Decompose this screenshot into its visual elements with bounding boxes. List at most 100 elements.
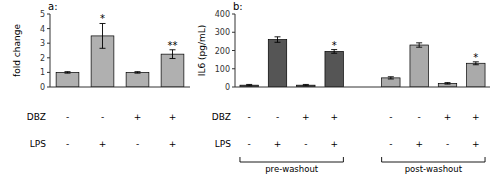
error-stem — [102, 23, 103, 48]
bar — [467, 63, 485, 87]
row-label: - — [389, 112, 392, 122]
error-cap — [303, 85, 309, 86]
error-bar — [170, 50, 176, 59]
row-label: - — [101, 112, 104, 122]
row-label: + — [472, 139, 480, 149]
error-bar — [275, 37, 281, 42]
figure: a:012345fold change***DBZ--++LPS-+-+b:01… — [0, 0, 500, 181]
row-label: + — [169, 112, 177, 122]
y-tick-label: 100 — [215, 65, 230, 74]
error-stem — [277, 37, 278, 42]
error-cap — [473, 64, 479, 65]
panel-title: a: — [48, 1, 58, 12]
y-tick-label: 5 — [40, 10, 45, 19]
error-bar — [303, 84, 309, 85]
bars — [240, 37, 485, 87]
error-cap — [416, 47, 422, 48]
panel: b: 0 100 200 300 400 IL6 (pg/mL) * * DBZ - - + + - - + + L… — [197, 1, 490, 174]
bar — [126, 72, 149, 87]
y-tick-label: 200 — [215, 47, 230, 56]
y-tick-label: 0 — [225, 83, 230, 92]
error-bar — [135, 72, 141, 73]
error-cap — [246, 85, 252, 86]
bar — [410, 45, 428, 87]
y-axis-label: IL6 (pg/mL) — [197, 25, 207, 77]
y-tick-label: 0 — [40, 83, 45, 92]
row-label: + — [99, 139, 107, 149]
row-name: DBZ — [27, 112, 46, 122]
error-cap — [170, 58, 176, 59]
error-bar — [416, 43, 422, 47]
row-label: + — [330, 112, 338, 122]
row-name: LPS — [30, 139, 46, 149]
row-name: DBZ — [212, 112, 231, 122]
row-label: - — [276, 112, 279, 122]
row-label: - — [418, 112, 421, 122]
x-axis-line — [235, 87, 490, 88]
error-cap — [331, 53, 337, 54]
y-tick-label: 400 — [215, 10, 230, 19]
error-bar — [445, 83, 451, 84]
bar — [161, 54, 184, 87]
bar — [325, 51, 343, 87]
row-name: LPS — [215, 139, 231, 149]
error-cap — [65, 73, 71, 74]
row-label: - — [66, 139, 69, 149]
error-cap — [388, 76, 394, 77]
error-bar — [100, 23, 106, 48]
row-label: + — [444, 112, 452, 122]
error-cap — [275, 42, 281, 43]
y-tick-label: 1 — [40, 68, 45, 77]
y-tick-label: 3 — [40, 39, 45, 48]
error-cap — [100, 48, 106, 49]
error-bar — [388, 77, 394, 79]
row-label: + — [274, 139, 282, 149]
row-label: - — [248, 139, 251, 149]
error-cap — [303, 84, 309, 85]
row-label: + — [134, 112, 142, 122]
row-label: + — [472, 112, 480, 122]
error-cap — [416, 42, 422, 43]
bar — [268, 40, 286, 87]
group-bracket: post-washout — [382, 157, 485, 174]
error-bar — [65, 72, 71, 73]
row-label: - — [446, 139, 449, 149]
bracket-line — [382, 157, 485, 162]
y-axis-line — [235, 14, 236, 87]
group-label: pre-washout — [265, 164, 319, 174]
row-label: + — [169, 139, 177, 149]
error-cap — [246, 84, 252, 85]
error-cap — [275, 36, 281, 37]
row-label: + — [302, 112, 310, 122]
row-label: - — [304, 139, 307, 149]
row-label: - — [248, 112, 251, 122]
error-cap — [65, 71, 71, 72]
y-tick-label: 2 — [40, 54, 45, 63]
group-bracket: pre-washout — [240, 157, 343, 174]
y-axis-line — [50, 14, 51, 87]
panel-title: b: — [233, 1, 243, 12]
error-stem — [419, 43, 420, 47]
annotation: * — [100, 13, 105, 24]
annotation: * — [332, 40, 337, 51]
row-label: - — [136, 139, 139, 149]
row-label: - — [66, 112, 69, 122]
row-label: + — [415, 139, 423, 149]
error-stem — [172, 50, 173, 59]
error-cap — [388, 78, 394, 79]
row-label: - — [389, 139, 392, 149]
error-cap — [445, 82, 451, 83]
annotation: ** — [168, 40, 178, 51]
error-cap — [445, 84, 451, 85]
annotation: * — [473, 52, 478, 63]
bracket-line — [240, 157, 343, 162]
bar — [382, 78, 400, 87]
error-cap — [135, 73, 141, 74]
y-tick-label: 300 — [215, 28, 230, 37]
y-tick-label: 4 — [40, 25, 45, 34]
group-label: post-washout — [405, 164, 463, 174]
error-bar — [246, 84, 252, 85]
bars — [56, 23, 184, 87]
bar — [438, 83, 456, 87]
panel: a:012345fold change***DBZ--++LPS-+-+ — [12, 1, 190, 149]
